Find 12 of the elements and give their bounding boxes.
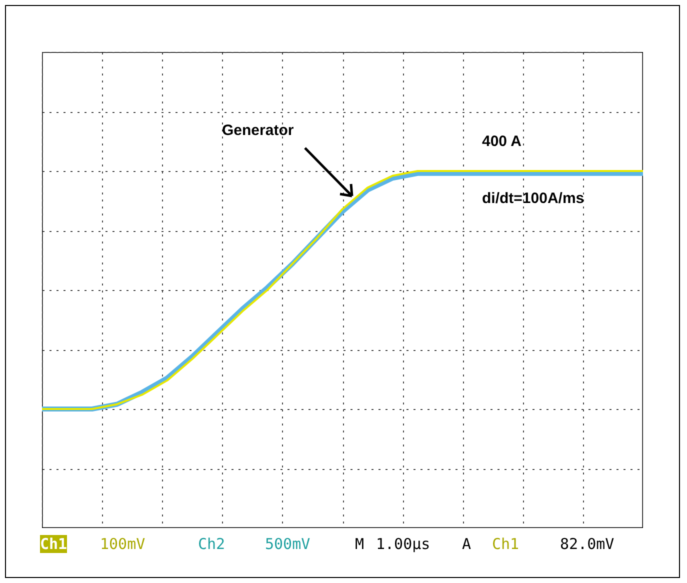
text: 1.00µs [376,535,430,553]
text: 100mV [100,535,146,553]
text: A [462,535,472,553]
text: Ch2 [198,535,226,553]
text: 400 A [482,133,522,150]
text: M [355,535,364,553]
text: Ch1 [40,535,68,553]
text: 500mV [265,535,310,553]
text: Ch1 [492,535,520,553]
text: 82.0mV [560,535,614,553]
annotation: di/dt=100A/ms [482,190,584,207]
text: Generator [222,122,294,139]
